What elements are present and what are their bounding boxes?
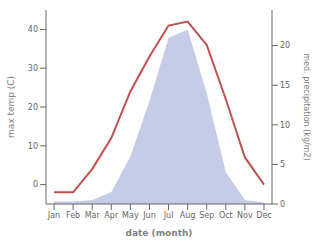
svg-text:Jul: Jul [163,211,174,220]
svg-text:Feb: Feb [66,211,80,220]
svg-text:Aug: Aug [180,211,196,220]
svg-text:15: 15 [280,81,290,90]
svg-text:Apr: Apr [104,211,119,220]
svg-text:date (month): date (month) [126,228,193,238]
svg-text:10: 10 [280,121,290,130]
svg-text:Nov: Nov [237,211,253,220]
svg-text:10: 10 [28,142,38,151]
svg-text:May: May [122,211,139,220]
svg-text:max temp (C): max temp (C) [8,76,16,138]
svg-text:Oct: Oct [219,211,233,220]
svg-text:0: 0 [33,180,38,189]
svg-text:5: 5 [280,160,285,169]
svg-text:30: 30 [28,64,38,73]
svg-text:Jun: Jun [142,211,156,220]
svg-text:Mar: Mar [85,211,101,220]
svg-text:Sep: Sep [199,211,214,220]
svg-text:0: 0 [280,200,285,209]
svg-text:20: 20 [28,103,38,112]
svg-text:40: 40 [28,25,38,34]
svg-text:Jan: Jan [47,211,60,220]
svg-text:20: 20 [280,41,290,50]
svg-text:Dec: Dec [256,211,271,220]
svg-text:med. precipitation (kg/m2): med. precipitation (kg/m2) [302,53,310,160]
